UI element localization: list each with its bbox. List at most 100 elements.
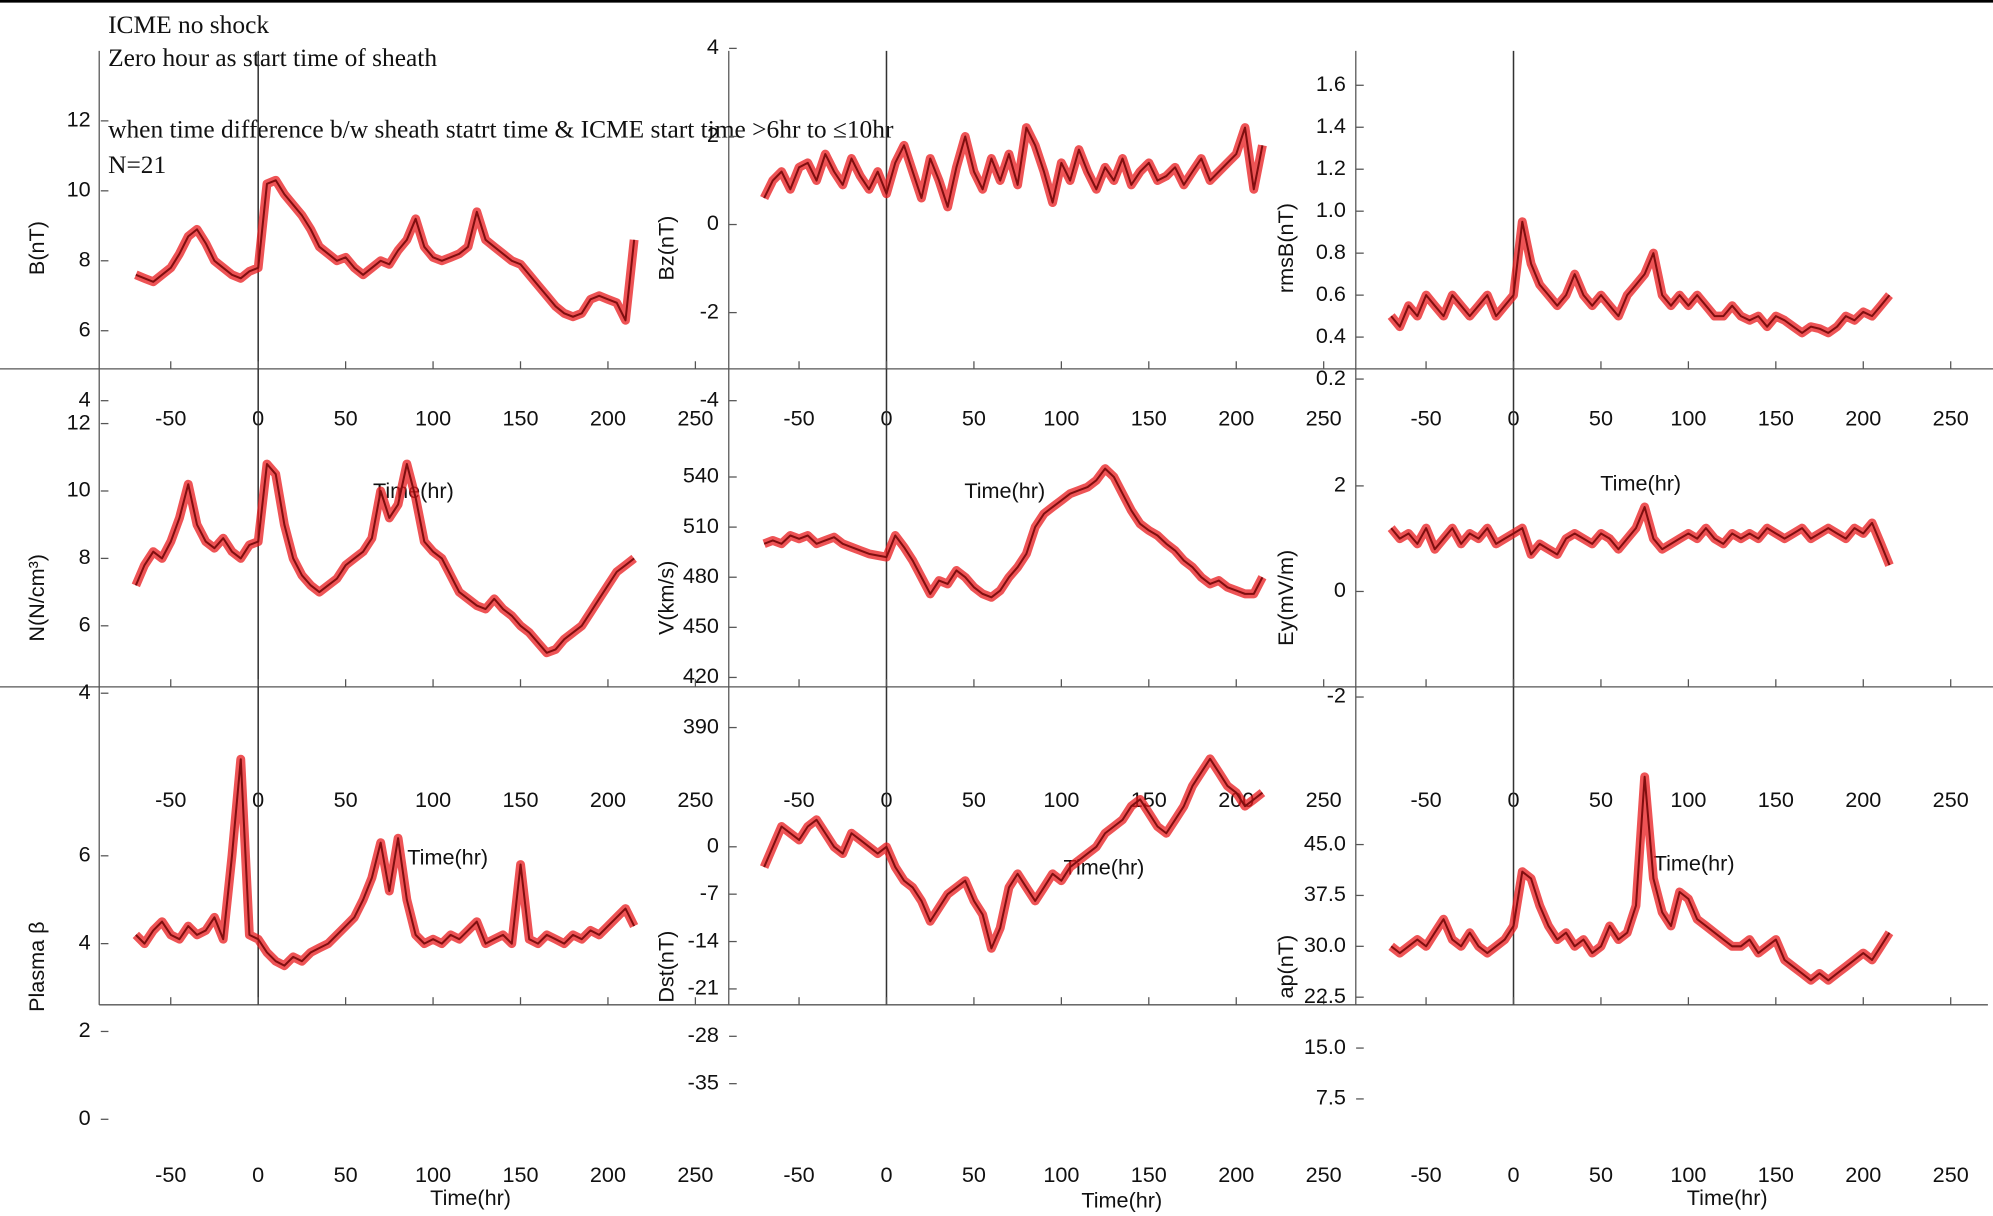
x-tick-label: 250 (1306, 1162, 1342, 1187)
y-tick-label: 2 (79, 1017, 91, 1042)
x-tick-label: 150 (502, 1162, 538, 1187)
x-axis-label: Time(hr) (430, 1185, 511, 1210)
y-tick-label: -14 (688, 927, 719, 952)
x-tick-label: -50 (783, 1162, 814, 1187)
y-tick-label: -28 (688, 1022, 719, 1047)
y-tick-label: 510 (683, 513, 719, 538)
y-tick-label: -2 (1327, 683, 1346, 708)
y-tick-label: 10 (67, 177, 91, 202)
y-tick-label: 2 (707, 122, 719, 147)
y-tick-label: 45.0 (1304, 830, 1346, 855)
x-tick-label: 50 (962, 405, 986, 430)
annotation: ICME no shock (108, 10, 269, 39)
x-tick-label: 50 (334, 787, 358, 812)
y-axis-label: Dst(nT) (653, 931, 678, 1003)
y-tick-label: 12 (67, 107, 91, 132)
x-tick-label: 200 (1845, 1162, 1881, 1187)
x-axis-label: Time(hr) (1687, 1185, 1768, 1210)
y-tick-label: 390 (683, 713, 719, 738)
x-tick-label: -50 (155, 787, 186, 812)
x-tick-label: 200 (1218, 405, 1254, 430)
y-tick-label: 8 (79, 247, 91, 272)
y-tick-label: 4 (79, 929, 91, 954)
y-tick-label: -21 (688, 975, 719, 1000)
y-tick-label: 4 (79, 679, 91, 704)
x-tick-label: 200 (1845, 405, 1881, 430)
x-tick-label: 250 (677, 787, 713, 812)
x-tick-label: 0 (880, 1162, 892, 1187)
x-tick-label: 250 (1306, 787, 1342, 812)
x-tick-label: 50 (334, 405, 358, 430)
x-tick-label: 0 (1507, 1162, 1519, 1187)
x-tick-label: 100 (1670, 787, 1706, 812)
x-tick-label: 100 (1670, 1162, 1706, 1187)
x-tick-label: -50 (783, 405, 814, 430)
y-tick-label: 0 (1334, 577, 1346, 602)
x-tick-label: 50 (962, 787, 986, 812)
x-tick-label: 250 (1933, 787, 1969, 812)
y-tick-label: 22.5 (1304, 983, 1346, 1008)
y-tick-label: 1.0 (1316, 197, 1346, 222)
y-axis-label: Plasma β (24, 921, 49, 1012)
y-tick-label: 2 (1334, 472, 1346, 497)
x-axis-label: Time(hr) (964, 478, 1045, 503)
x-tick-label: 250 (1933, 405, 1969, 430)
y-tick-label: 0.6 (1316, 281, 1346, 306)
x-tick-label: 100 (1043, 405, 1079, 430)
x-tick-label: -50 (155, 1162, 186, 1187)
x-tick-label: 50 (334, 1162, 358, 1187)
y-tick-label: 30.0 (1304, 932, 1346, 957)
figure: ICME no shock Zero hour as start time of… (0, 0, 1993, 1216)
y-tick-label: 12 (67, 409, 91, 434)
y-axis-label: B(nT) (24, 221, 49, 275)
y-tick-label: 6 (79, 842, 91, 867)
y-tick-label: 1.6 (1316, 71, 1346, 96)
y-tick-label: 450 (683, 613, 719, 638)
y-tick-label: 15.0 (1304, 1034, 1346, 1059)
x-tick-label: 150 (1758, 787, 1794, 812)
x-tick-label: 100 (1043, 1162, 1079, 1187)
y-tick-label: 0.4 (1316, 323, 1346, 348)
y-tick-label: 0.2 (1316, 365, 1346, 390)
y-tick-label: 8 (79, 544, 91, 569)
x-tick-label: 100 (415, 787, 451, 812)
x-tick-label: 150 (502, 787, 538, 812)
y-tick-label: 1.4 (1316, 113, 1346, 138)
x-tick-label: 50 (1589, 405, 1613, 430)
x-tick-label: 100 (415, 1162, 451, 1187)
x-tick-label: 200 (590, 405, 626, 430)
y-axis-label: Ey(mV/m) (1273, 550, 1298, 646)
y-tick-label: 4 (79, 386, 91, 411)
x-tick-label: 200 (1845, 787, 1881, 812)
x-tick-label: 100 (1043, 787, 1079, 812)
x-tick-label: 50 (1589, 1162, 1613, 1187)
y-axis-label: rmsB(nT) (1273, 203, 1298, 293)
y-tick-label: -4 (700, 386, 719, 411)
y-tick-label: 10 (67, 477, 91, 502)
x-tick-label: 0 (252, 1162, 264, 1187)
annotation: when time difference b/w sheath statrt t… (108, 114, 894, 143)
y-tick-label: 37.5 (1304, 881, 1346, 906)
x-tick-label: 50 (962, 1162, 986, 1187)
y-tick-label: 0.8 (1316, 239, 1346, 264)
x-tick-label: 200 (1218, 1162, 1254, 1187)
x-tick-label: 100 (415, 405, 451, 430)
y-tick-label: -35 (688, 1069, 719, 1094)
x-axis-label: Time(hr) (1600, 470, 1681, 495)
y-tick-label: 0 (707, 833, 719, 858)
y-tick-label: -7 (700, 880, 719, 905)
x-tick-label: 150 (1131, 1162, 1167, 1187)
x-tick-label: 50 (1589, 787, 1613, 812)
y-tick-label: 7.5 (1316, 1085, 1346, 1110)
y-axis-label: Bz(nT) (653, 216, 678, 281)
x-tick-label: -50 (155, 405, 186, 430)
annotation: Zero hour as start time of sheath (108, 43, 437, 72)
y-tick-label: 0 (707, 210, 719, 235)
x-tick-label: 250 (677, 1162, 713, 1187)
x-tick-label: 250 (1933, 1162, 1969, 1187)
x-tick-label: 250 (1306, 405, 1342, 430)
x-tick-label: 200 (590, 787, 626, 812)
y-tick-label: 4 (707, 34, 719, 59)
y-tick-label: 0 (79, 1105, 91, 1130)
x-tick-label: -50 (783, 787, 814, 812)
